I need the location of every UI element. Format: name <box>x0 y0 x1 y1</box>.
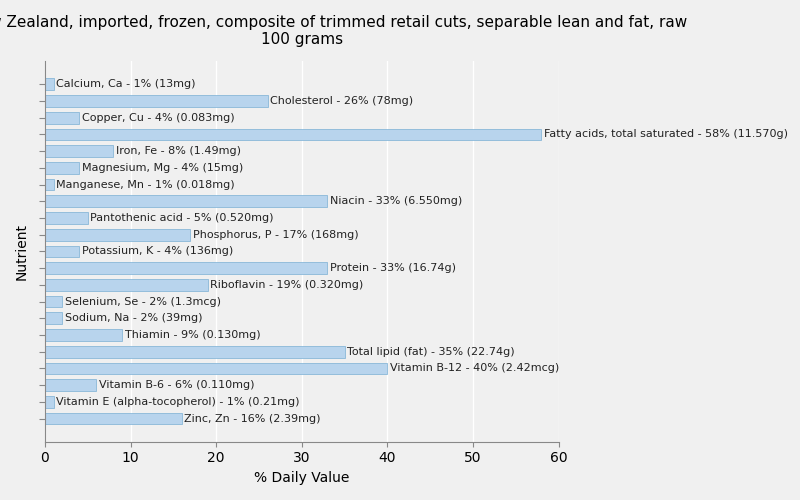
Bar <box>45 279 208 290</box>
Bar <box>45 78 54 90</box>
Text: Vitamin B-12 - 40% (2.42mcg): Vitamin B-12 - 40% (2.42mcg) <box>390 364 559 374</box>
Bar <box>45 95 267 107</box>
Text: Cholesterol - 26% (78mg): Cholesterol - 26% (78mg) <box>270 96 414 106</box>
Bar <box>45 362 387 374</box>
Text: Sodium, Na - 2% (39mg): Sodium, Na - 2% (39mg) <box>65 314 202 324</box>
Bar <box>45 212 88 224</box>
Text: Riboflavin - 19% (0.320mg): Riboflavin - 19% (0.320mg) <box>210 280 363 290</box>
X-axis label: % Daily Value: % Daily Value <box>254 471 350 485</box>
Bar <box>45 380 96 391</box>
Text: Manganese, Mn - 1% (0.018mg): Manganese, Mn - 1% (0.018mg) <box>56 180 234 190</box>
Text: Zinc, Zn - 16% (2.39mg): Zinc, Zn - 16% (2.39mg) <box>185 414 321 424</box>
Bar <box>45 329 122 341</box>
Text: Protein - 33% (16.74g): Protein - 33% (16.74g) <box>330 263 456 273</box>
Text: Potassium, K - 4% (136mg): Potassium, K - 4% (136mg) <box>82 246 233 256</box>
Bar <box>45 262 327 274</box>
Bar <box>45 196 327 207</box>
Bar <box>45 246 79 257</box>
Bar <box>45 229 190 240</box>
Bar <box>45 312 62 324</box>
Y-axis label: Nutrient: Nutrient <box>15 223 29 280</box>
Bar <box>45 145 114 157</box>
Text: Calcium, Ca - 1% (13mg): Calcium, Ca - 1% (13mg) <box>56 79 196 89</box>
Text: Magnesium, Mg - 4% (15mg): Magnesium, Mg - 4% (15mg) <box>82 163 243 173</box>
Text: Selenium, Se - 2% (1.3mcg): Selenium, Se - 2% (1.3mcg) <box>65 296 221 306</box>
Text: Iron, Fe - 8% (1.49mg): Iron, Fe - 8% (1.49mg) <box>116 146 241 156</box>
Bar <box>45 296 62 308</box>
Text: Fatty acids, total saturated - 58% (11.570g): Fatty acids, total saturated - 58% (11.5… <box>544 130 788 140</box>
Text: Pantothenic acid - 5% (0.520mg): Pantothenic acid - 5% (0.520mg) <box>90 213 274 223</box>
Bar <box>45 162 79 173</box>
Bar <box>45 412 182 424</box>
Text: Phosphorus, P - 17% (168mg): Phosphorus, P - 17% (168mg) <box>193 230 358 239</box>
Text: Vitamin E (alpha-tocopherol) - 1% (0.21mg): Vitamin E (alpha-tocopherol) - 1% (0.21m… <box>56 397 300 407</box>
Bar <box>45 128 542 140</box>
Bar <box>45 178 54 190</box>
Text: Vitamin B-6 - 6% (0.110mg): Vitamin B-6 - 6% (0.110mg) <box>99 380 254 390</box>
Bar <box>45 396 54 407</box>
Text: Niacin - 33% (6.550mg): Niacin - 33% (6.550mg) <box>330 196 462 206</box>
Title: Lamb, New Zealand, imported, frozen, composite of trimmed retail cuts, separable: Lamb, New Zealand, imported, frozen, com… <box>0 15 687 48</box>
Text: Copper, Cu - 4% (0.083mg): Copper, Cu - 4% (0.083mg) <box>82 112 234 122</box>
Text: Thiamin - 9% (0.130mg): Thiamin - 9% (0.130mg) <box>125 330 260 340</box>
Text: Total lipid (fat) - 35% (22.74g): Total lipid (fat) - 35% (22.74g) <box>347 346 514 356</box>
Bar <box>45 346 345 358</box>
Bar <box>45 112 79 124</box>
